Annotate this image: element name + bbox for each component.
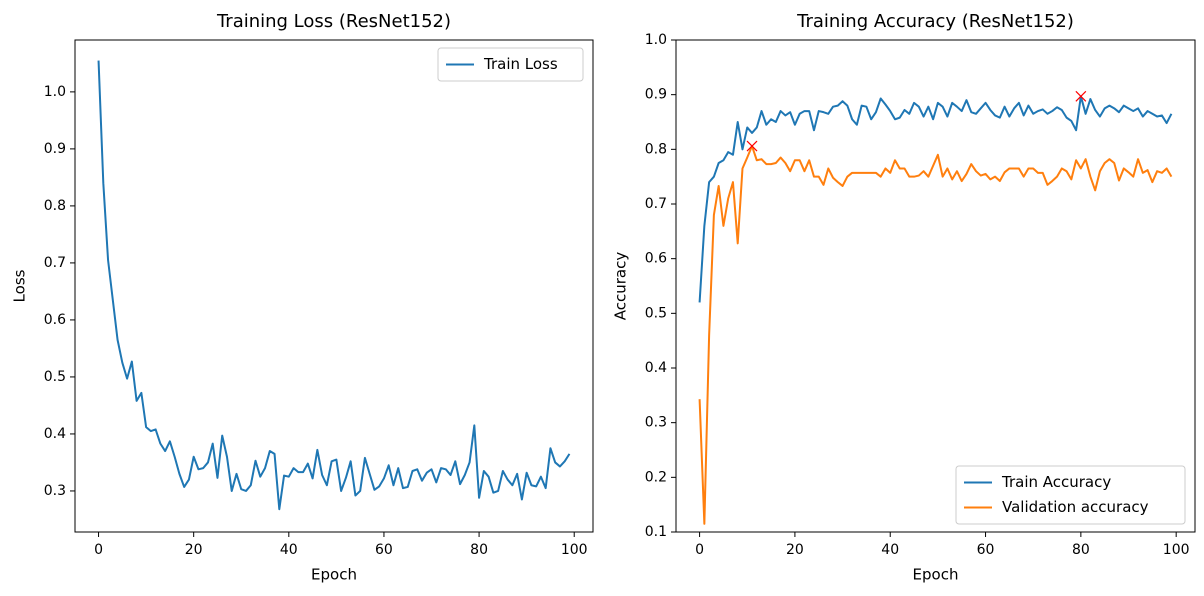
y-tick-label: 0.1	[645, 524, 667, 540]
y-tick-label: 0.8	[44, 198, 66, 214]
y-tick-label: 0.5	[44, 369, 66, 385]
marker-stroke	[746, 140, 758, 152]
legend-label: Train Loss	[483, 55, 558, 73]
y-tick-label: 0.6	[645, 251, 667, 267]
y-tick-label: 0.2	[645, 469, 667, 485]
x-tick-label: 80	[1072, 542, 1090, 558]
x-tick-label: 0	[94, 542, 103, 558]
y-axis-label: Accuracy	[612, 252, 630, 321]
y-tick-label: 0.3	[645, 415, 667, 431]
x-tick-label: 100	[1163, 542, 1190, 558]
x-axis-label: Epoch	[311, 566, 357, 584]
max-marker	[1075, 90, 1087, 102]
y-tick-label: 1.0	[645, 32, 667, 48]
line-series	[698, 145, 1173, 525]
y-tick-label: 0.3	[44, 483, 66, 499]
subplot: Training Accuracy (ResNet152) Epoch Accura…	[612, 11, 1196, 584]
chart-title: Training Loss (ResNet152)	[216, 11, 451, 32]
subplot: Training Loss (ResNet152) Epoch Loss 0 20 40 6…	[11, 11, 594, 584]
y-tick-label: 0.8	[645, 141, 667, 157]
x-axis-label: Epoch	[913, 566, 959, 584]
x-tick-label: 40	[881, 542, 899, 558]
y-tick-label: 0.9	[44, 141, 66, 157]
y-tick-label: 0.4	[44, 426, 66, 442]
x-tick-label: 40	[280, 542, 298, 558]
line-series	[698, 95, 1173, 303]
legend-label: Validation accuracy	[1002, 498, 1149, 516]
x-tick-label: 20	[786, 542, 804, 558]
legend-label: Train Accuracy	[1001, 473, 1111, 491]
x-tick-label: 60	[375, 542, 393, 558]
marker-stroke	[1075, 90, 1087, 102]
y-axis-label: Loss	[11, 269, 29, 302]
x-tick-label: 20	[185, 542, 203, 558]
x-tick-label: 100	[561, 542, 588, 558]
x-tick-label: 0	[695, 542, 704, 558]
legend: Train Accuracy Validation accuracy	[955, 465, 1186, 525]
chart-title: Training Accuracy (ResNet152)	[796, 11, 1074, 32]
y-tick-label: 0.7	[645, 196, 667, 212]
x-tick-label: 60	[977, 542, 995, 558]
axes-frame	[675, 39, 1196, 533]
x-tick-label: 80	[470, 542, 488, 558]
y-tick-label: 1.0	[44, 84, 66, 100]
line-series	[97, 60, 571, 511]
y-tick-label: 0.7	[44, 255, 66, 271]
y-tick-label: 0.9	[645, 87, 667, 103]
y-tick-label: 0.5	[645, 305, 667, 321]
axes-frame	[74, 39, 594, 533]
y-tick-label: 0.4	[645, 360, 667, 376]
legend-box	[955, 465, 1186, 525]
y-tick-label: 0.6	[44, 312, 66, 328]
legend: Train Loss	[437, 47, 584, 82]
max-marker	[746, 140, 758, 152]
legend-box	[437, 47, 584, 82]
